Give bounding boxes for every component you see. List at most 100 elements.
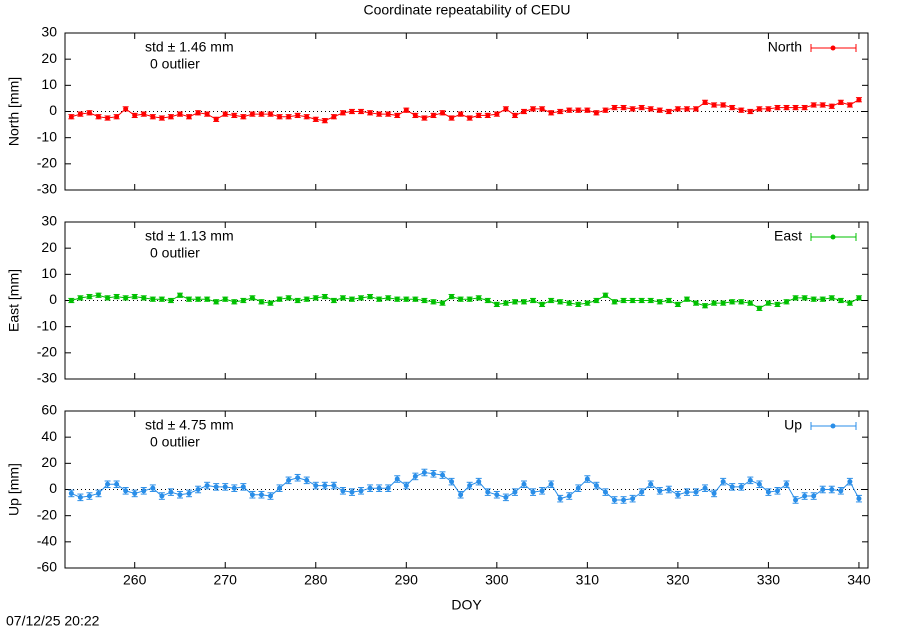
- data-point: [231, 485, 237, 491]
- data-point: [747, 300, 753, 306]
- data-point: [476, 112, 482, 118]
- data-point: [630, 298, 636, 303]
- data-point: [621, 105, 627, 111]
- data-point: [86, 110, 92, 116]
- data-point: [105, 481, 111, 487]
- data-point: [539, 301, 545, 307]
- data-point: [412, 112, 418, 118]
- data-point: [331, 483, 337, 489]
- data-point: [177, 111, 183, 117]
- y-tick-label: -10: [37, 317, 57, 333]
- data-point: [123, 295, 129, 301]
- data-point: [702, 303, 708, 309]
- data-point: [159, 296, 165, 302]
- std-label: std ± 4.75 mm: [145, 417, 234, 433]
- data-point: [403, 296, 409, 302]
- data-point: [512, 112, 518, 118]
- std-label: std ± 1.46 mm: [145, 39, 234, 55]
- data-point: [376, 111, 382, 117]
- data-point: [612, 105, 618, 111]
- data-point: [729, 299, 735, 305]
- data-point: [367, 110, 373, 116]
- data-point: [820, 102, 826, 108]
- data-point: [557, 299, 563, 305]
- data-point: [240, 114, 246, 120]
- data-point: [503, 494, 509, 500]
- y-tick-label: 30: [41, 213, 57, 229]
- data-point: [756, 305, 762, 311]
- data-point: [548, 481, 554, 487]
- data-point: [856, 496, 862, 502]
- data-point: [458, 111, 464, 117]
- legend-marker: [830, 234, 836, 240]
- data-point: [349, 109, 355, 114]
- data-point: [521, 299, 527, 305]
- y-tick-label: 0: [49, 291, 57, 307]
- data-point: [639, 489, 645, 495]
- data-point: [168, 489, 174, 495]
- data-point: [86, 493, 92, 499]
- data-point: [394, 112, 400, 118]
- data-point: [421, 115, 427, 121]
- data-point: [105, 115, 111, 121]
- data-point: [666, 109, 672, 114]
- data-point: [467, 296, 473, 302]
- data-point: [177, 492, 183, 498]
- data-point: [421, 298, 427, 303]
- y-tick-label: -30: [37, 370, 57, 386]
- data-point: [77, 494, 83, 500]
- x-tick-label: 270: [214, 572, 238, 588]
- data-point: [304, 114, 310, 120]
- data-point: [313, 116, 319, 122]
- data-point: [793, 105, 799, 111]
- y-tick-label: 10: [41, 265, 57, 281]
- data-point: [793, 295, 799, 301]
- data-point: [358, 488, 364, 494]
- data-point: [95, 490, 101, 496]
- data-point: [575, 485, 581, 491]
- data-point: [720, 300, 726, 306]
- data-point: [114, 114, 120, 120]
- data-point: [150, 296, 156, 302]
- data-point: [114, 481, 120, 487]
- data-point: [186, 490, 192, 496]
- data-point: [412, 473, 418, 479]
- data-point: [313, 295, 319, 301]
- y-tick-label: 30: [41, 24, 57, 40]
- data-point: [539, 106, 545, 112]
- data-point: [195, 296, 201, 302]
- data-point: [95, 114, 101, 120]
- data-point: [566, 300, 572, 306]
- data-point: [268, 493, 274, 499]
- data-point: [593, 483, 599, 489]
- data-point: [512, 489, 518, 495]
- legend-label: Up: [784, 417, 802, 433]
- data-point: [105, 295, 111, 301]
- data-point: [530, 106, 536, 112]
- data-point: [593, 110, 599, 116]
- data-point: [657, 488, 663, 494]
- data-point: [847, 300, 853, 306]
- data-point: [702, 485, 708, 491]
- data-point: [539, 488, 545, 494]
- y-tick-label: -20: [37, 155, 57, 171]
- data-point: [159, 115, 165, 121]
- data-point: [458, 492, 464, 498]
- data-point: [204, 296, 210, 302]
- data-point: [349, 489, 355, 495]
- data-point: [711, 300, 717, 306]
- data-point: [575, 107, 581, 113]
- data-point: [856, 295, 862, 301]
- data-point: [467, 115, 473, 121]
- data-point: [820, 296, 826, 302]
- data-point: [258, 492, 264, 498]
- data-point: [548, 110, 554, 116]
- data-point: [784, 299, 790, 305]
- x-tick-label: 310: [576, 572, 600, 588]
- y-tick-label: 20: [41, 239, 57, 255]
- data-point: [838, 99, 844, 105]
- data-point: [829, 487, 835, 492]
- data-point: [720, 479, 726, 485]
- y-axis-label: East [mm]: [6, 269, 22, 332]
